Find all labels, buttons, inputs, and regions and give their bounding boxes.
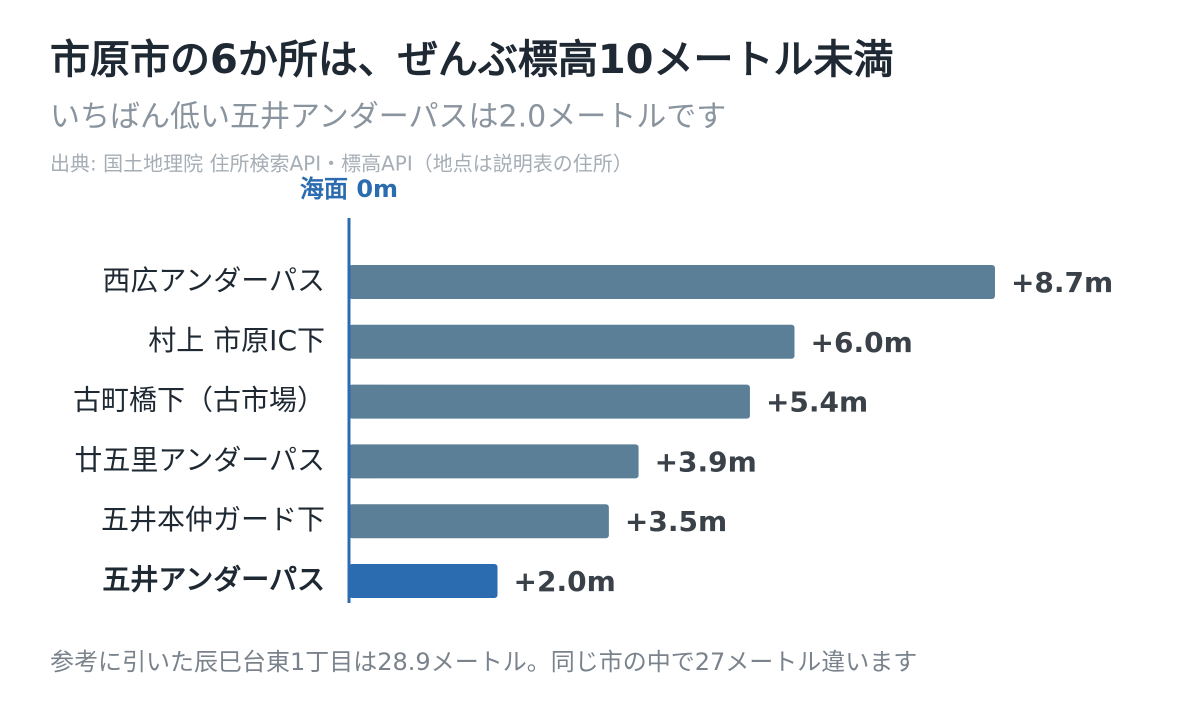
bar (349, 265, 995, 299)
bar (349, 384, 750, 419)
chart-title: 市原市の6か所は、ぜんぶ標高10メートル未満 (50, 37, 894, 83)
value-label: +8.7m (1011, 266, 1113, 299)
footnote: 参考に引いた辰巳台東1丁目は28.9メートル。同じ市の中で27メートル違います (50, 648, 917, 676)
category-label: 西広アンダーパス (102, 264, 325, 297)
category-label: 村上 市原IC下 (148, 324, 325, 357)
bar (349, 564, 498, 598)
bar (349, 444, 639, 479)
category-label: 五井アンダーパス (102, 563, 325, 596)
value-label: +6.0m (811, 326, 913, 359)
value-label: +3.5m (625, 505, 727, 538)
bar (349, 324, 795, 359)
source: 出典: 国土地理院 住所検索API・標高API（地点は説明表の住所） (50, 152, 633, 176)
value-label: +3.9m (655, 445, 757, 478)
bar (349, 504, 609, 539)
value-label: +2.0m (514, 565, 616, 598)
value-label: +5.4m (766, 386, 868, 419)
chart-subtitle: いちばん低い五井アンダーパスは2.0メートルです (50, 100, 726, 135)
category-label: 廿五里アンダーパス (74, 443, 325, 476)
category-label: 古町橋下（古市場） (73, 384, 325, 417)
zero-annotation: 海面 0m (300, 175, 398, 203)
category-label: 五井本仲ガード下 (101, 503, 325, 536)
